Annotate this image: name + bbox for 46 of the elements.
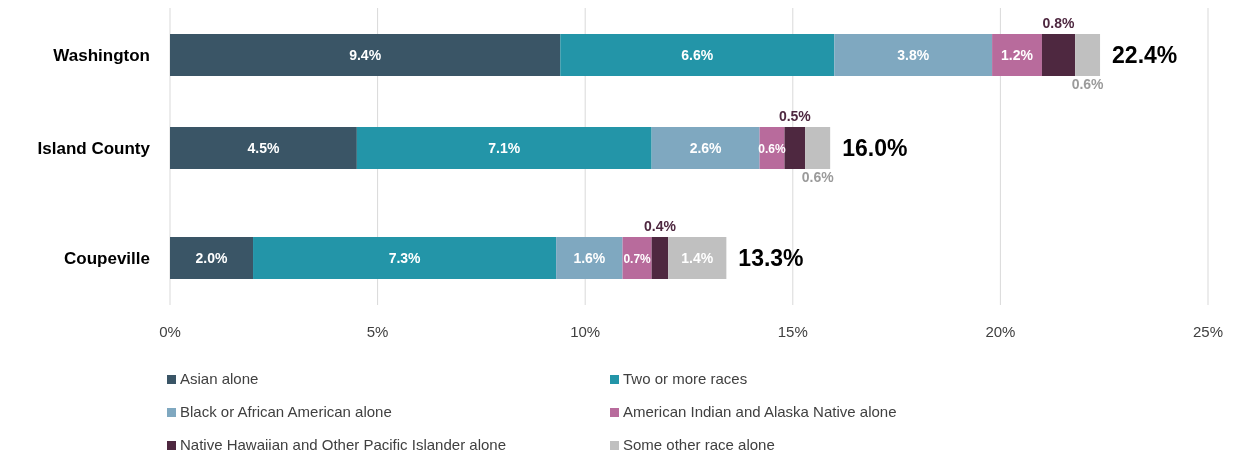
data-label: 6.6% [681, 47, 714, 63]
y-tick-label: Coupeville [64, 249, 150, 268]
bar [834, 34, 993, 76]
data-label: 0.8% [1042, 15, 1076, 31]
bar [651, 237, 669, 279]
y-tick-label: Washington [53, 46, 150, 65]
data-label: 3.8% [897, 47, 930, 63]
data-label: 7.3% [388, 250, 422, 266]
data-label: 1.4% [681, 250, 714, 266]
data-label: 7.1% [488, 140, 521, 156]
bar [1041, 34, 1076, 76]
x-tick-label: 25% [1192, 323, 1224, 340]
legend-label: Native Hawaiian and Other Pacific Islander alone [180, 436, 507, 453]
bar [170, 34, 561, 76]
bar [170, 237, 254, 279]
total-label: 13.3% [738, 245, 804, 271]
bar [556, 237, 623, 279]
data-label: 0.5% [778, 108, 812, 124]
x-tick-label: 20% [985, 323, 1016, 340]
total-label: 16.0% [842, 135, 908, 161]
data-label: 0.4% [643, 218, 677, 234]
data-label: 0.6% [1071, 76, 1105, 92]
bar [992, 34, 1042, 76]
legend-label: Some other race alone [623, 436, 775, 453]
bar [253, 237, 557, 279]
bar [560, 34, 835, 76]
data-label: 2.6% [689, 140, 723, 156]
bar [668, 237, 727, 279]
data-label: 1.6% [573, 250, 606, 266]
data-label: 9.4% [349, 47, 382, 63]
x-tick-label: 10% [570, 323, 601, 340]
x-tick-label: 5% [366, 323, 389, 340]
bar [1075, 34, 1101, 76]
legend-label: Asian alone [180, 370, 259, 387]
data-label: 1.2% [1001, 47, 1034, 63]
x-tick-label: 0% [159, 323, 181, 340]
data-label: 0.6% [801, 169, 835, 185]
legend-label: Black or African American alone [180, 403, 392, 420]
legend-label: Two or more races [623, 370, 748, 387]
data-label: 2.0% [195, 250, 229, 266]
data-label: 0.7% [623, 252, 652, 266]
legend-label: American Indian and Alaska Native alone [623, 403, 897, 420]
data-label: 4.5% [247, 140, 280, 156]
total-label: 22.4% [1112, 42, 1178, 68]
x-tick-label: 15% [777, 323, 808, 340]
y-tick-label: Island County [37, 139, 151, 158]
